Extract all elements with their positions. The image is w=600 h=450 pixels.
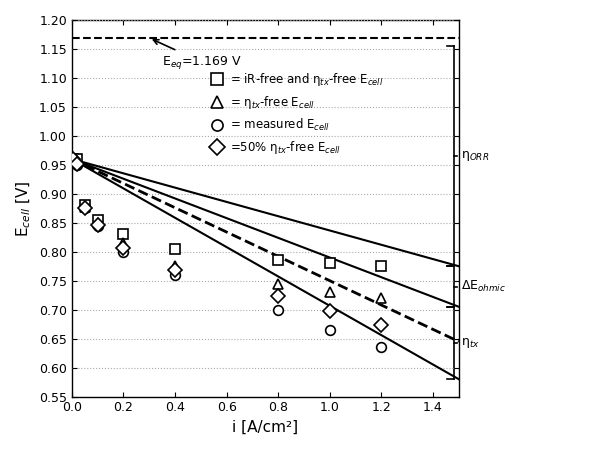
X-axis label: i [A/cm²]: i [A/cm²] — [232, 420, 298, 435]
Legend: = iR-free and η$_{tx}$-free E$_{cell}$, = η$_{tx}$-free E$_{cell}$, = measured E: = iR-free and η$_{tx}$-free E$_{cell}$, … — [206, 68, 387, 159]
Y-axis label: E$_{cell}$ [V]: E$_{cell}$ [V] — [15, 180, 34, 237]
Text: E$_{eq}$=1.169 V: E$_{eq}$=1.169 V — [154, 40, 242, 71]
Text: ΔE$_{ohmic}$: ΔE$_{ohmic}$ — [461, 279, 506, 294]
Text: η$_{ORR}$: η$_{ORR}$ — [461, 149, 490, 163]
Text: η$_{tx}$: η$_{tx}$ — [461, 336, 480, 350]
